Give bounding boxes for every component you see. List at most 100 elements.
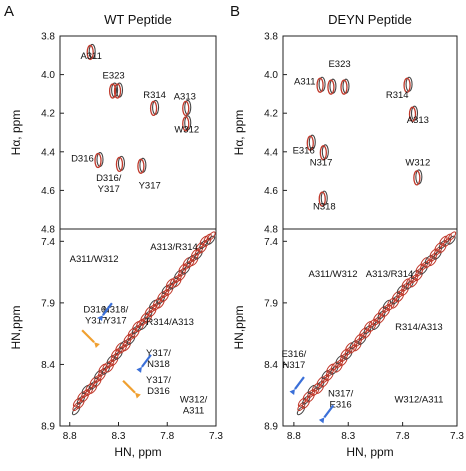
peak-label: D316 xyxy=(71,153,94,164)
diagonal-peak xyxy=(110,348,120,358)
diagonal-peak xyxy=(165,278,175,288)
peak xyxy=(318,191,326,207)
diagonal-peak xyxy=(132,321,141,331)
y-tick-label: 4.8 xyxy=(264,225,278,236)
peak xyxy=(316,77,324,93)
diagonal-peak xyxy=(178,263,187,273)
diagonal-peak xyxy=(190,248,200,258)
crosspeak-label: D316/Y317 xyxy=(83,305,109,327)
diagonal-peak xyxy=(169,276,179,286)
crosspeak-label: N317/E316 xyxy=(328,388,354,410)
x-tick-label: 7.3 xyxy=(450,431,464,442)
peak xyxy=(306,135,314,151)
blue-arrowhead xyxy=(318,417,325,424)
crosspeak-label: R314/A313 xyxy=(146,317,194,328)
peak-label: A311 xyxy=(80,51,101,62)
diagonal-peak xyxy=(106,355,115,365)
y-tick-label: 4.6 xyxy=(264,186,278,197)
y-axis-label: Hα, ppm xyxy=(9,110,23,156)
y-axis-label: Hα, ppm xyxy=(232,110,246,156)
x-tick-label: 8.8 xyxy=(63,431,77,442)
y-tick-label: 4.2 xyxy=(264,109,278,120)
blue-arrowhead xyxy=(136,366,142,373)
crosspeak-label: A313/R314 xyxy=(366,269,414,280)
panel-title: WT Peptide xyxy=(104,12,172,27)
peak-label: R314 xyxy=(143,90,166,101)
y-tick-label: 8.4 xyxy=(41,360,55,371)
y-tick-label: 4.8 xyxy=(41,225,55,236)
peak xyxy=(340,79,348,95)
peak-label: N317 xyxy=(310,157,333,168)
orange-arrowhead xyxy=(135,392,141,399)
peak-label: A313 xyxy=(407,115,429,126)
bottom-plot-frame xyxy=(59,228,217,427)
y-tick-label: 4.0 xyxy=(264,70,278,81)
peak-label: R314 xyxy=(386,90,409,101)
y-tick-label: 8.9 xyxy=(264,422,278,433)
peak xyxy=(182,100,190,117)
x-tick-label: 7.8 xyxy=(160,431,174,442)
blue-arrow xyxy=(323,404,335,419)
peak-label: Y317 xyxy=(139,180,161,191)
peak xyxy=(94,152,102,169)
diagonal-peak xyxy=(144,306,153,316)
orange-arrow xyxy=(122,379,136,394)
diagonal-peak xyxy=(136,318,145,328)
blue-arrowhead xyxy=(97,315,103,322)
orange-arrow xyxy=(81,329,95,344)
y-axis-label: HN,ppm xyxy=(232,305,246,349)
crosspeak-label: Y317/N318 xyxy=(146,348,171,370)
peak xyxy=(182,116,190,132)
diagonal-peak xyxy=(119,340,128,350)
peak xyxy=(319,145,327,161)
diagonal-peak xyxy=(89,376,99,386)
diagonal-peak xyxy=(115,342,124,352)
crosspeak-label: R314/A313 xyxy=(395,322,443,333)
blue-arrowhead xyxy=(289,389,295,396)
y-tick-label: 8.4 xyxy=(264,360,278,371)
x-tick-label: 8.3 xyxy=(112,431,126,442)
diagonal-peak xyxy=(195,242,204,252)
crosspeak-label: W312/A311 xyxy=(180,395,208,417)
diagonal-peak xyxy=(81,384,90,395)
diagonal-peak xyxy=(182,257,192,267)
panel-letter-b: B xyxy=(230,3,240,20)
crosspeak-label: N318/Y317 xyxy=(103,305,129,327)
peak-label: E323 xyxy=(103,70,125,81)
x-tick-label: 8.3 xyxy=(341,431,355,442)
peak-label: E323 xyxy=(328,59,350,70)
peak-label: W312 xyxy=(405,157,430,168)
peak xyxy=(113,83,122,99)
peak xyxy=(137,158,145,174)
peak-label: A313 xyxy=(174,92,196,103)
diagonal-peak xyxy=(157,291,166,301)
x-axis-label: HN, ppm xyxy=(114,445,161,459)
peak xyxy=(413,170,421,186)
y-tick-label: 4.2 xyxy=(41,109,55,120)
blue-arrow xyxy=(141,354,152,368)
y-tick-label: 7.4 xyxy=(264,237,278,248)
crosspeak-label: W312/A311 xyxy=(394,395,443,406)
diagonal-peak xyxy=(102,361,111,371)
diagonal-peak xyxy=(186,254,195,265)
diagonal-peak xyxy=(123,333,132,343)
blue-arrow xyxy=(294,376,305,390)
peak xyxy=(115,156,124,173)
diagonal-peak xyxy=(203,233,212,243)
x-tick-label: 8.8 xyxy=(287,431,301,442)
diagonal-peak xyxy=(94,370,103,380)
crosspeak-label: Y317/D316 xyxy=(146,375,171,397)
diagonal-peak xyxy=(72,397,82,407)
orange-arrowhead xyxy=(94,342,100,349)
crosspeak-label: A311/W312 xyxy=(70,254,119,265)
diagonal-peak xyxy=(447,231,457,241)
diagonal-peak xyxy=(98,363,107,373)
peak xyxy=(86,44,94,61)
x-tick-label: 7.3 xyxy=(209,431,223,442)
panel-letter-a: A xyxy=(4,3,14,20)
x-tick-label: 7.8 xyxy=(396,431,410,442)
diagonal-peak xyxy=(85,382,94,392)
crosspeak-label: A313/R314 xyxy=(150,242,198,253)
y-tick-label: 8.9 xyxy=(41,422,55,433)
y-tick-label: 3.8 xyxy=(264,32,278,43)
